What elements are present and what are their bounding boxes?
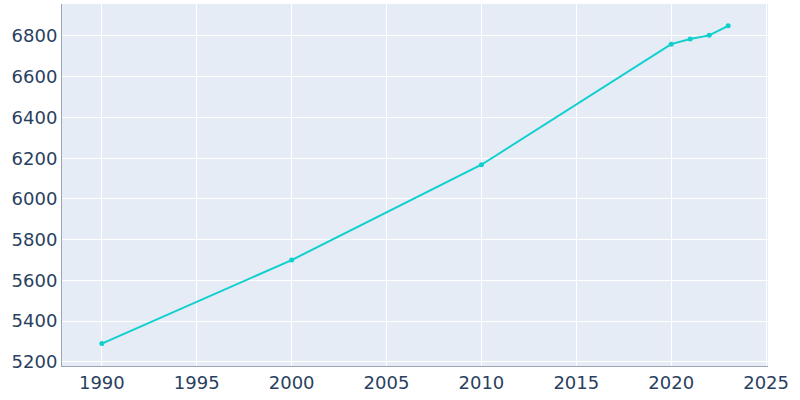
svg-text:6200: 6200 <box>12 148 58 169</box>
svg-text:2010: 2010 <box>459 372 505 393</box>
svg-text:2020: 2020 <box>648 372 694 393</box>
svg-text:2000: 2000 <box>269 372 315 393</box>
svg-text:2025: 2025 <box>743 372 789 393</box>
svg-text:1995: 1995 <box>174 372 220 393</box>
svg-text:2015: 2015 <box>553 372 599 393</box>
svg-text:5400: 5400 <box>12 310 58 331</box>
svg-text:5200: 5200 <box>12 351 58 372</box>
svg-text:6400: 6400 <box>12 107 58 128</box>
svg-text:6600: 6600 <box>12 66 58 87</box>
svg-text:5600: 5600 <box>12 270 58 291</box>
svg-text:5800: 5800 <box>12 229 58 250</box>
svg-text:1990: 1990 <box>79 372 125 393</box>
svg-text:6800: 6800 <box>12 25 58 46</box>
svg-text:6000: 6000 <box>12 188 58 209</box>
svg-text:2005: 2005 <box>364 372 410 393</box>
